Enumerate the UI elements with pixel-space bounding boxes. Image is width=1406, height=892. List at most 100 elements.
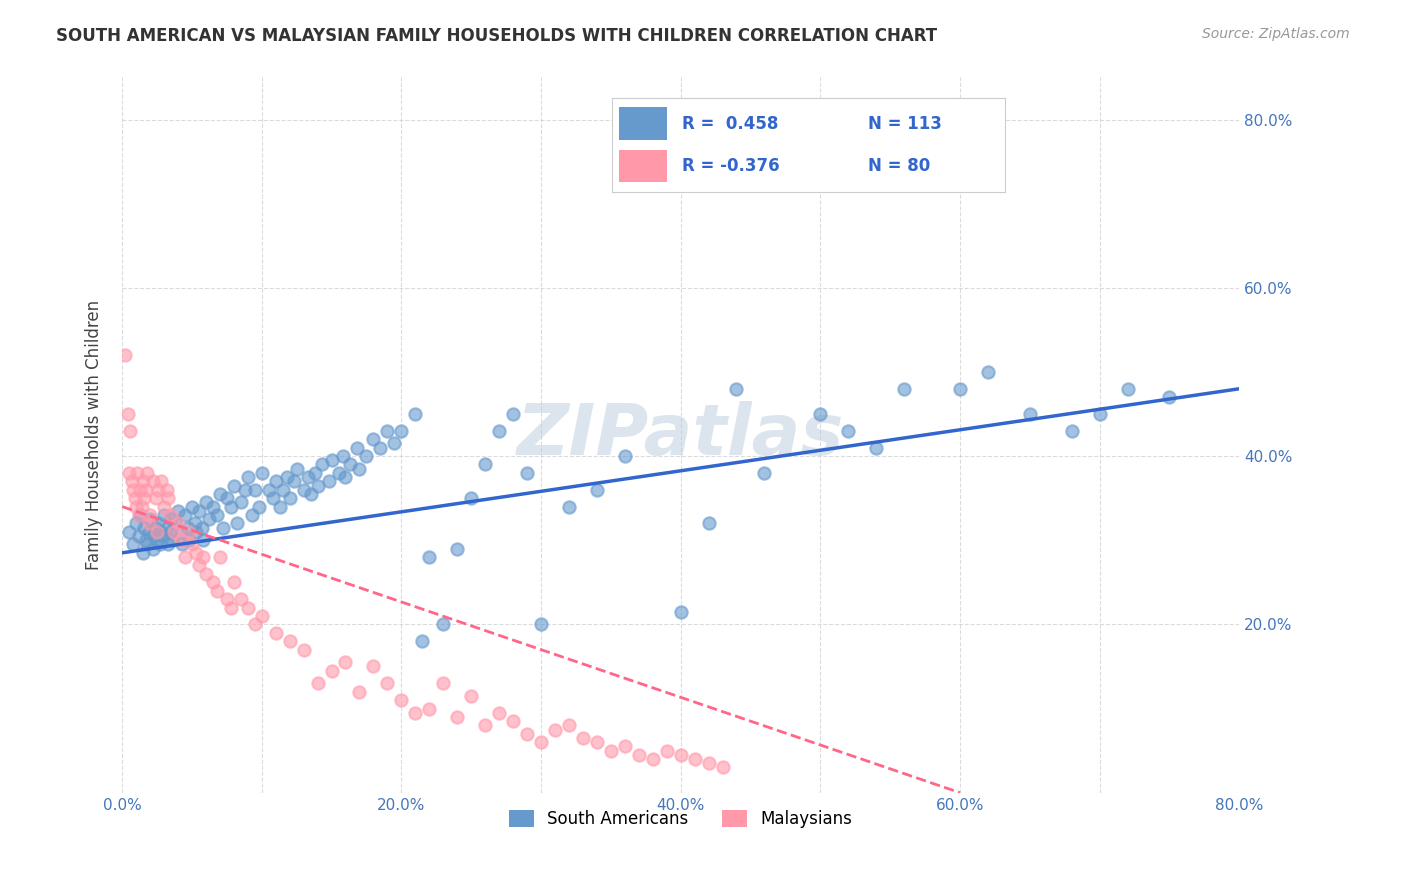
Point <box>153 508 176 522</box>
Point <box>142 475 165 489</box>
Point <box>160 508 183 522</box>
Point <box>187 504 209 518</box>
Point <box>139 508 162 522</box>
Point <box>247 500 270 514</box>
Point <box>201 575 224 590</box>
Text: SOUTH AMERICAN VS MALAYSIAN FAMILY HOUSEHOLDS WITH CHILDREN CORRELATION CHART: SOUTH AMERICAN VS MALAYSIAN FAMILY HOUSE… <box>56 27 938 45</box>
Point <box>135 483 157 497</box>
Point <box>191 550 214 565</box>
Point <box>697 756 720 771</box>
Point <box>236 600 259 615</box>
Point <box>278 491 301 505</box>
Point <box>117 407 139 421</box>
Point <box>160 512 183 526</box>
Point <box>240 508 263 522</box>
Point <box>297 470 319 484</box>
Point <box>132 475 155 489</box>
Point <box>236 470 259 484</box>
Point <box>893 382 915 396</box>
Point <box>278 634 301 648</box>
Point <box>335 470 357 484</box>
Point <box>127 466 149 480</box>
Point <box>170 524 193 539</box>
Point <box>177 533 200 548</box>
Point <box>418 550 440 565</box>
Point <box>558 718 581 732</box>
Point <box>135 533 157 548</box>
Point <box>170 533 193 548</box>
Point <box>129 483 152 497</box>
Point <box>269 500 291 514</box>
Point <box>1018 407 1040 421</box>
Point <box>474 458 496 472</box>
Point <box>321 664 343 678</box>
Point <box>184 524 207 539</box>
Point <box>134 491 156 505</box>
Point <box>1159 390 1181 404</box>
Point <box>129 508 152 522</box>
Point <box>346 441 368 455</box>
Point <box>138 516 160 531</box>
Point <box>276 470 298 484</box>
Text: N = 80: N = 80 <box>868 157 929 175</box>
Point <box>222 478 245 492</box>
Point <box>432 676 454 690</box>
Point <box>264 625 287 640</box>
Point <box>219 500 242 514</box>
Point <box>349 461 371 475</box>
Point <box>669 605 692 619</box>
Point <box>1060 424 1083 438</box>
Point <box>404 706 426 720</box>
Point <box>118 524 141 539</box>
Point <box>725 382 748 396</box>
Point <box>585 735 607 749</box>
Point <box>697 516 720 531</box>
Point <box>148 483 170 497</box>
Point <box>211 520 233 534</box>
Point <box>128 529 150 543</box>
Point <box>225 516 247 531</box>
Point <box>243 617 266 632</box>
Point <box>432 617 454 632</box>
Point <box>669 747 692 762</box>
Point <box>349 684 371 698</box>
Point <box>370 441 392 455</box>
Point <box>146 524 169 539</box>
Point <box>446 541 468 556</box>
Point <box>118 466 141 480</box>
Point <box>172 537 194 551</box>
Point <box>177 524 200 539</box>
Point <box>190 520 212 534</box>
Point <box>139 512 162 526</box>
Point <box>1116 382 1139 396</box>
Point <box>157 537 180 551</box>
Point <box>215 592 238 607</box>
Point <box>627 747 650 762</box>
Point <box>363 432 385 446</box>
Point <box>143 529 166 543</box>
Point <box>711 760 734 774</box>
Point <box>136 537 159 551</box>
Text: N = 113: N = 113 <box>868 115 942 133</box>
Point <box>122 483 145 497</box>
Point <box>446 710 468 724</box>
Point <box>208 487 231 501</box>
Point <box>307 676 329 690</box>
Point <box>194 566 217 581</box>
Point <box>142 541 165 556</box>
Point <box>149 537 172 551</box>
Point <box>292 483 315 497</box>
Point <box>159 524 181 539</box>
Point <box>114 348 136 362</box>
Point <box>122 537 145 551</box>
Point <box>389 693 412 707</box>
Point <box>215 491 238 505</box>
Point <box>516 466 538 480</box>
Point <box>183 516 205 531</box>
Point <box>418 701 440 715</box>
Point <box>121 475 143 489</box>
Point <box>128 508 150 522</box>
Point <box>283 475 305 489</box>
Point <box>754 466 776 480</box>
Point <box>208 550 231 565</box>
